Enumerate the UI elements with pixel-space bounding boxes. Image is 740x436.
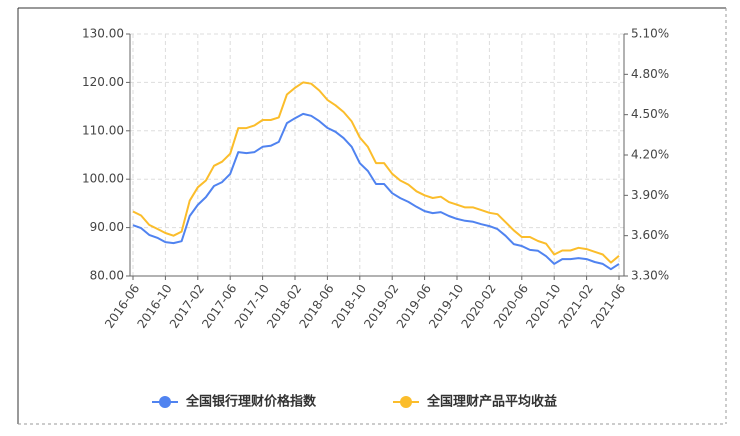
y-tick-label: 90.00 (90, 220, 124, 234)
y-tick-label: 80.00 (90, 269, 124, 283)
y-tick-label: 130.00 (82, 27, 124, 41)
y2-tick-label: 3.30% (631, 269, 669, 283)
y-tick-label: 120.00 (82, 75, 124, 89)
y2-tick-label: 4.20% (631, 148, 669, 162)
legend-label: 全国银行理财价格指数 (185, 394, 317, 410)
legend-label: 全国理财产品平均收益 (426, 394, 557, 410)
series-line (132, 81, 620, 264)
y2-tick-label: 4.50% (631, 107, 669, 121)
legend-marker (159, 396, 171, 408)
y2-tick-label: 3.90% (631, 188, 669, 202)
y2-tick-label: 4.80% (631, 67, 669, 81)
y2-tick-label: 5.10% (631, 27, 669, 41)
y2-tick-label: 3.60% (631, 228, 669, 242)
legend-marker (400, 396, 412, 408)
legend: 全国银行理财价格指数 全国理财产品平均收益 (152, 394, 557, 410)
y-tick-label: 110.00 (82, 123, 124, 137)
y-tick-label: 100.00 (82, 172, 124, 186)
series-line (132, 112, 620, 271)
